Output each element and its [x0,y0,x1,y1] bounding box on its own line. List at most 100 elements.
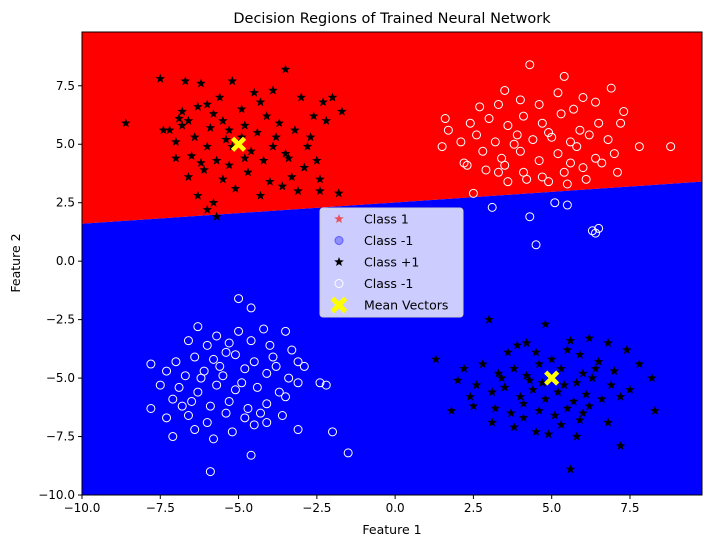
data-point [265,340,275,350]
data-point [280,64,291,74]
data-point [230,183,241,193]
data-point [318,97,328,107]
data-point [522,174,532,184]
data-point [302,141,313,151]
data-point [284,373,294,383]
data-point [475,102,485,112]
data-point [506,408,516,418]
data-point [255,190,266,200]
data-point [190,425,200,435]
data-point [183,172,194,181]
data-point [262,111,272,121]
data-point [503,177,513,187]
data-point [271,132,281,142]
data-point [581,389,591,399]
data-point [594,223,604,233]
data-point [587,226,597,236]
data-point [569,104,579,114]
data-point [591,97,601,107]
data-point [202,418,212,428]
data-point [155,73,165,83]
data-point [321,115,331,125]
data-point [227,76,238,86]
data-point [236,132,247,142]
data-point [519,111,529,121]
data-point [456,137,466,147]
data-point [334,188,344,198]
data-point [236,104,247,114]
data-point [243,403,253,413]
data-point [512,340,522,350]
data-point [512,130,522,140]
data-point [484,114,494,124]
data-point [547,132,557,142]
data-point [556,109,566,119]
data-point [534,156,544,166]
data-point [575,349,585,359]
data-point [500,160,510,170]
data-point [193,322,203,332]
data-point [218,174,228,184]
data-point [309,111,319,121]
data-point [268,141,278,151]
data-point [666,142,676,152]
data-point [459,158,469,168]
data-point [183,410,193,420]
y-axis-label: Feature 2 [8,233,23,292]
data-point [634,142,644,152]
legend-label: Class -1 [364,233,413,248]
data-point [518,412,529,422]
data-point [625,384,635,394]
data-point [183,115,194,125]
data-point [525,60,535,70]
data-point [268,352,278,362]
data-point [531,426,541,436]
data-point [446,405,457,415]
data-point [174,113,184,123]
data-point [562,345,573,355]
data-point [177,401,187,411]
data-point [593,356,604,366]
data-point [259,324,269,334]
data-point [258,155,269,165]
data-point [509,363,519,373]
data-point [205,122,216,132]
data-point [281,392,291,402]
data-point [162,413,172,423]
data-point [559,167,569,177]
data-point [171,136,181,146]
data-point [287,345,297,355]
data-point [121,118,131,128]
data-point [572,377,582,387]
legend-marker [334,279,344,288]
data-point [521,338,532,348]
data-point [328,427,338,437]
x-tick-label: 5.0 [542,501,561,515]
data-point [287,172,297,181]
data-point [227,141,238,151]
data-point [540,394,551,404]
data-point [290,125,300,135]
data-point [609,149,619,159]
data-point [550,198,560,208]
data-point [543,429,554,439]
data-point [468,188,478,198]
data-point [500,382,510,392]
data-point [227,427,237,437]
data-point [212,331,222,341]
data-point [531,240,541,250]
data-point [487,417,497,427]
data-point [594,118,604,128]
data-point [202,204,212,214]
data-point [212,380,222,390]
data-point [465,118,475,128]
data-point [615,391,626,401]
data-point [224,338,234,348]
data-point [616,118,626,128]
data-point [234,326,244,336]
data-point [537,172,547,182]
legend-label: Class -1 [364,276,413,291]
data-point [218,371,228,381]
data-point [183,336,193,346]
data-point [205,401,215,411]
